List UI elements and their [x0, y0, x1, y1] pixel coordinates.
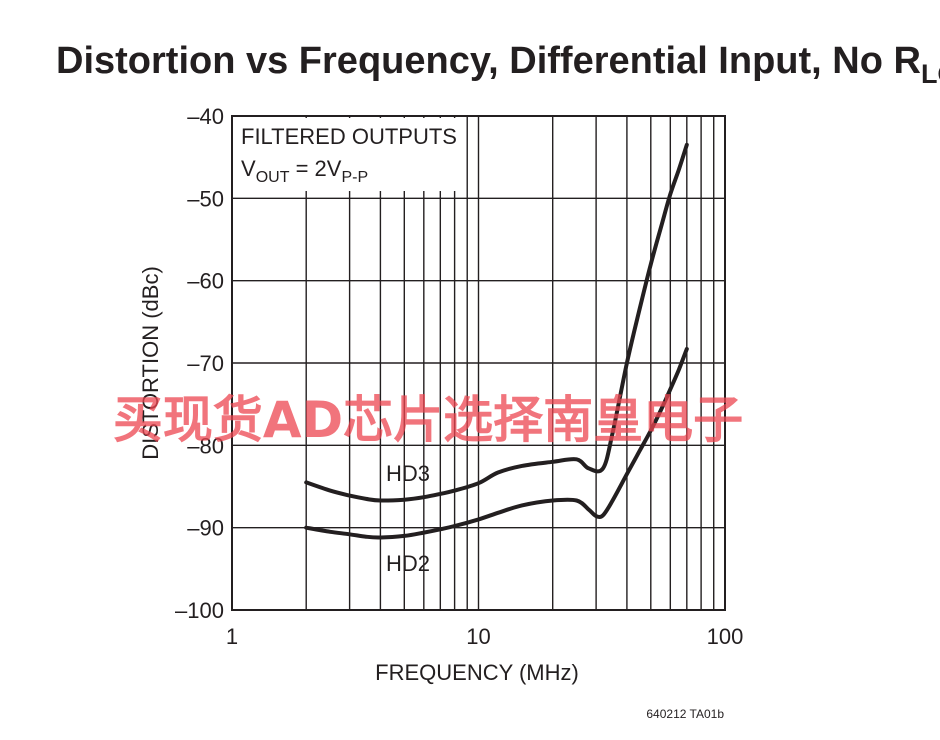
- y-tick-label: –80: [187, 433, 224, 458]
- annotation-vout-v: V: [241, 156, 256, 181]
- series-line-hd2: [304, 347, 689, 540]
- annotation-vout-mid: = 2V: [289, 156, 341, 181]
- y-tick-label: –90: [187, 516, 224, 541]
- x-axis-label: FREQUENCY (MHz): [375, 660, 579, 685]
- chart-title: Distortion vs Frequency, Differential In…: [56, 40, 940, 89]
- annotation-vout-sub2: P-P: [341, 169, 368, 186]
- y-tick-label: –70: [187, 351, 224, 376]
- y-tick-label: –60: [187, 269, 224, 294]
- figure-code: 640212 TA01b: [646, 707, 724, 721]
- series-group: [304, 142, 689, 540]
- watermark: 买现货AD芯片选择南皇电子: [113, 391, 743, 449]
- series-label-hd3: HD3: [386, 461, 430, 486]
- x-tick-label: 100: [707, 624, 744, 649]
- plot-area: [231, 115, 726, 611]
- x-tick-label: 1: [226, 624, 238, 649]
- y-tick-label: –100: [175, 598, 224, 623]
- series-label-hd2: HD2: [386, 551, 430, 576]
- chart-title-main: Distortion vs Frequency, Differential In…: [56, 40, 921, 82]
- annotation-filtered-outputs: FILTERED OUTPUTS: [241, 124, 457, 149]
- series-line-hd3: [304, 142, 689, 503]
- y-tick-label: –50: [187, 186, 224, 211]
- annotation-background: [234, 118, 463, 191]
- y-axis-label: DISTORTION (dBc): [138, 266, 163, 460]
- annotation-vout: VOUT = 2VP-P: [241, 156, 368, 186]
- annotation-vout-sub: OUT: [256, 169, 290, 186]
- y-tick-label: –40: [187, 104, 224, 129]
- x-tick-label: 10: [466, 624, 490, 649]
- chart-title-subscript: LOAD: [921, 59, 940, 89]
- grid: [232, 116, 725, 610]
